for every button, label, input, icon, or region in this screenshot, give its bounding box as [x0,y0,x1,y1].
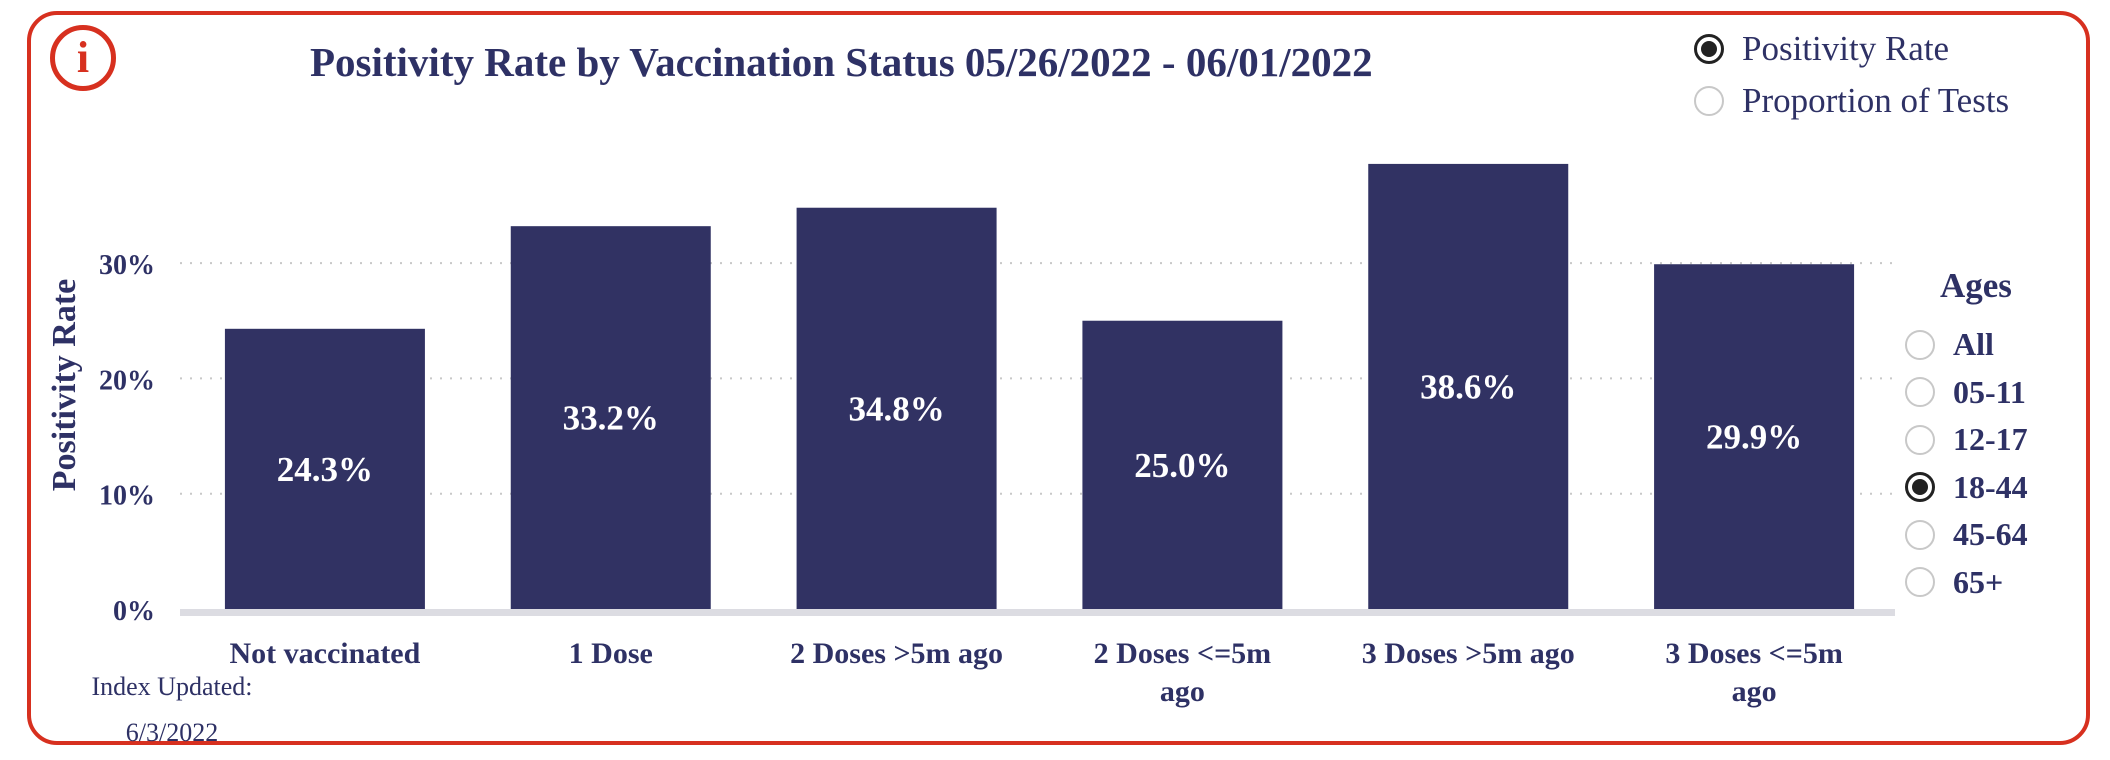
bar-data-label: 25.0% [1134,446,1230,485]
age-option-all[interactable]: All [1905,326,1994,363]
radio-button-icon[interactable] [1694,34,1724,64]
bar-data-label: 29.9% [1706,418,1802,457]
bar-data-label: 38.6% [1420,367,1516,406]
age-option-label: 45-64 [1953,516,2028,552]
x-tick-label: Not vaccinated [230,637,421,670]
age-option-12-17[interactable]: 12-17 [1905,421,2028,458]
radio-button-icon[interactable] [1905,519,1935,550]
radio-button-icon[interactable] [1905,472,1935,502]
bars: 24.3% 33.2% 34.8% 25.0% 38.6% 29.9% [224,163,1855,610]
bar[interactable] [224,328,425,609]
index-updated-date: 6/3/2022 [125,718,219,747]
bar-data-label: 33.2% [563,399,659,438]
index-updated-label: Index Updated: [91,672,253,701]
y-tick-label: 30% [99,250,155,281]
x-tick-label: 2 Doses >5m ago [790,637,1003,670]
bar-data-label: 34.8% [848,389,944,428]
y-axis: 0% 10% 20% 30% [99,250,1895,627]
metric-option-proportion-of-tests[interactable]: Proportion of Tests [1694,81,2009,121]
age-option-label: 18-44 [1953,468,2028,505]
index-updated: Index Updated: 6/3/2022 [82,664,262,756]
radio-button-icon[interactable] [1694,86,1724,116]
x-tick-label: ago [1160,675,1205,708]
radio-button-icon[interactable] [1905,329,1935,360]
y-axis-label: Positivity Rate [46,279,83,491]
x-tick-label: 1 Dose [569,637,653,670]
age-option-65plus[interactable]: 65+ [1905,564,2003,601]
bar[interactable] [1654,264,1855,609]
bar[interactable] [1082,320,1283,609]
gridlines [180,262,1895,495]
age-option-18-44[interactable]: 18-44 [1905,469,2028,506]
age-option-05-11[interactable]: 05-11 [1905,374,2026,411]
metric-option-label: Proportion of Tests [1742,81,2010,120]
x-tick-label: 3 Doses <=5m [1665,637,1843,670]
metric-option-label: Positivity Rate [1742,29,1950,68]
bar[interactable] [1368,163,1569,610]
info-icon[interactable]: i [50,25,116,91]
chart-title: Positivity Rate by Vaccination Status 05… [310,39,1373,85]
age-option-label: 05-11 [1953,373,2026,410]
x-axis: Not vaccinated 1 Dose 2 Doses >5m ago 2 Dos… [230,637,1843,708]
y-tick-label: 20% [99,365,155,396]
radio-button-icon[interactable] [1905,567,1935,597]
ages-filter-title: Ages [1940,266,2012,305]
age-option-label: All [1953,326,1994,362]
bar[interactable] [510,226,711,610]
chart-card-frame [27,11,2090,745]
radio-button-icon[interactable] [1905,424,1935,455]
bar[interactable] [796,207,997,609]
metric-option-positivity-rate[interactable]: Positivity Rate [1694,29,1949,69]
x-tick-label: 2 Doses <=5m [1094,637,1272,670]
x-tick-label: ago [1732,675,1777,708]
age-option-label: 12-17 [1953,421,2028,457]
x-tick-label: 3 Doses >5m ago [1362,637,1575,670]
radio-button-icon[interactable] [1905,377,1935,407]
age-option-label: 65+ [1953,563,2004,600]
age-option-45-64[interactable]: 45-64 [1905,516,2028,553]
y-tick-label: 0% [113,596,155,627]
x-axis-baseline [180,609,1895,616]
bar-data-label: 24.3% [277,450,373,489]
y-tick-label: 10% [99,481,155,512]
